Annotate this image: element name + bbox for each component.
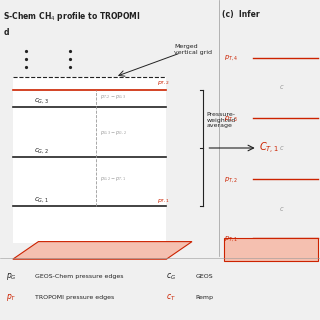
Text: $p_{T,2}$: $p_{T,2}$ [224, 175, 238, 184]
Text: $c$: $c$ [279, 84, 284, 92]
Polygon shape [13, 77, 166, 243]
Text: $c_G$: $c_G$ [166, 272, 177, 282]
Text: $p_{G,3} - p_{G,2}$: $p_{G,3} - p_{G,2}$ [100, 129, 127, 137]
Text: Merged
vertical grid: Merged vertical grid [174, 44, 212, 55]
Text: GEOS: GEOS [195, 274, 213, 279]
Text: $p_{T,1}$: $p_{T,1}$ [224, 234, 238, 243]
Text: $p_{T,2} - p_{G,3}$: $p_{T,2} - p_{G,3}$ [100, 94, 127, 101]
Text: $p_G$: $p_G$ [6, 271, 17, 282]
Text: $p_{G,2} - p_{T,1}$: $p_{G,2} - p_{T,1}$ [100, 175, 127, 183]
Text: Pressure-
weighted
average: Pressure- weighted average [206, 112, 236, 128]
Text: $c$: $c$ [279, 205, 284, 213]
Text: $c_{G,2}$: $c_{G,2}$ [34, 146, 49, 155]
Text: $C_{T,1}$: $C_{T,1}$ [259, 140, 279, 156]
Text: S-Chem CH$_4$ profile to TROPOMI: S-Chem CH$_4$ profile to TROPOMI [3, 10, 141, 23]
Text: $c_{G,3}$: $c_{G,3}$ [34, 96, 49, 105]
Text: (c)  Infer: (c) Infer [222, 10, 260, 19]
Polygon shape [224, 238, 318, 261]
Text: d: d [3, 28, 9, 37]
Polygon shape [13, 242, 192, 259]
Text: $c_T$: $c_T$ [166, 292, 176, 303]
Text: $p_{T,4}$: $p_{T,4}$ [224, 53, 238, 62]
Text: $p_{T,1}$: $p_{T,1}$ [157, 197, 170, 205]
Text: TROPOMI pressure edges: TROPOMI pressure edges [35, 295, 115, 300]
Text: $c$: $c$ [279, 144, 284, 152]
Text: Remp: Remp [195, 295, 213, 300]
Text: $p_{T,3}$: $p_{T,3}$ [224, 114, 238, 123]
Text: $c_{G,1}$: $c_{G,1}$ [34, 196, 49, 204]
Text: GEOS-Chem pressure edges: GEOS-Chem pressure edges [35, 274, 124, 279]
Text: $p_T$: $p_T$ [6, 292, 17, 303]
Text: $p_{T,2}$: $p_{T,2}$ [157, 80, 170, 87]
